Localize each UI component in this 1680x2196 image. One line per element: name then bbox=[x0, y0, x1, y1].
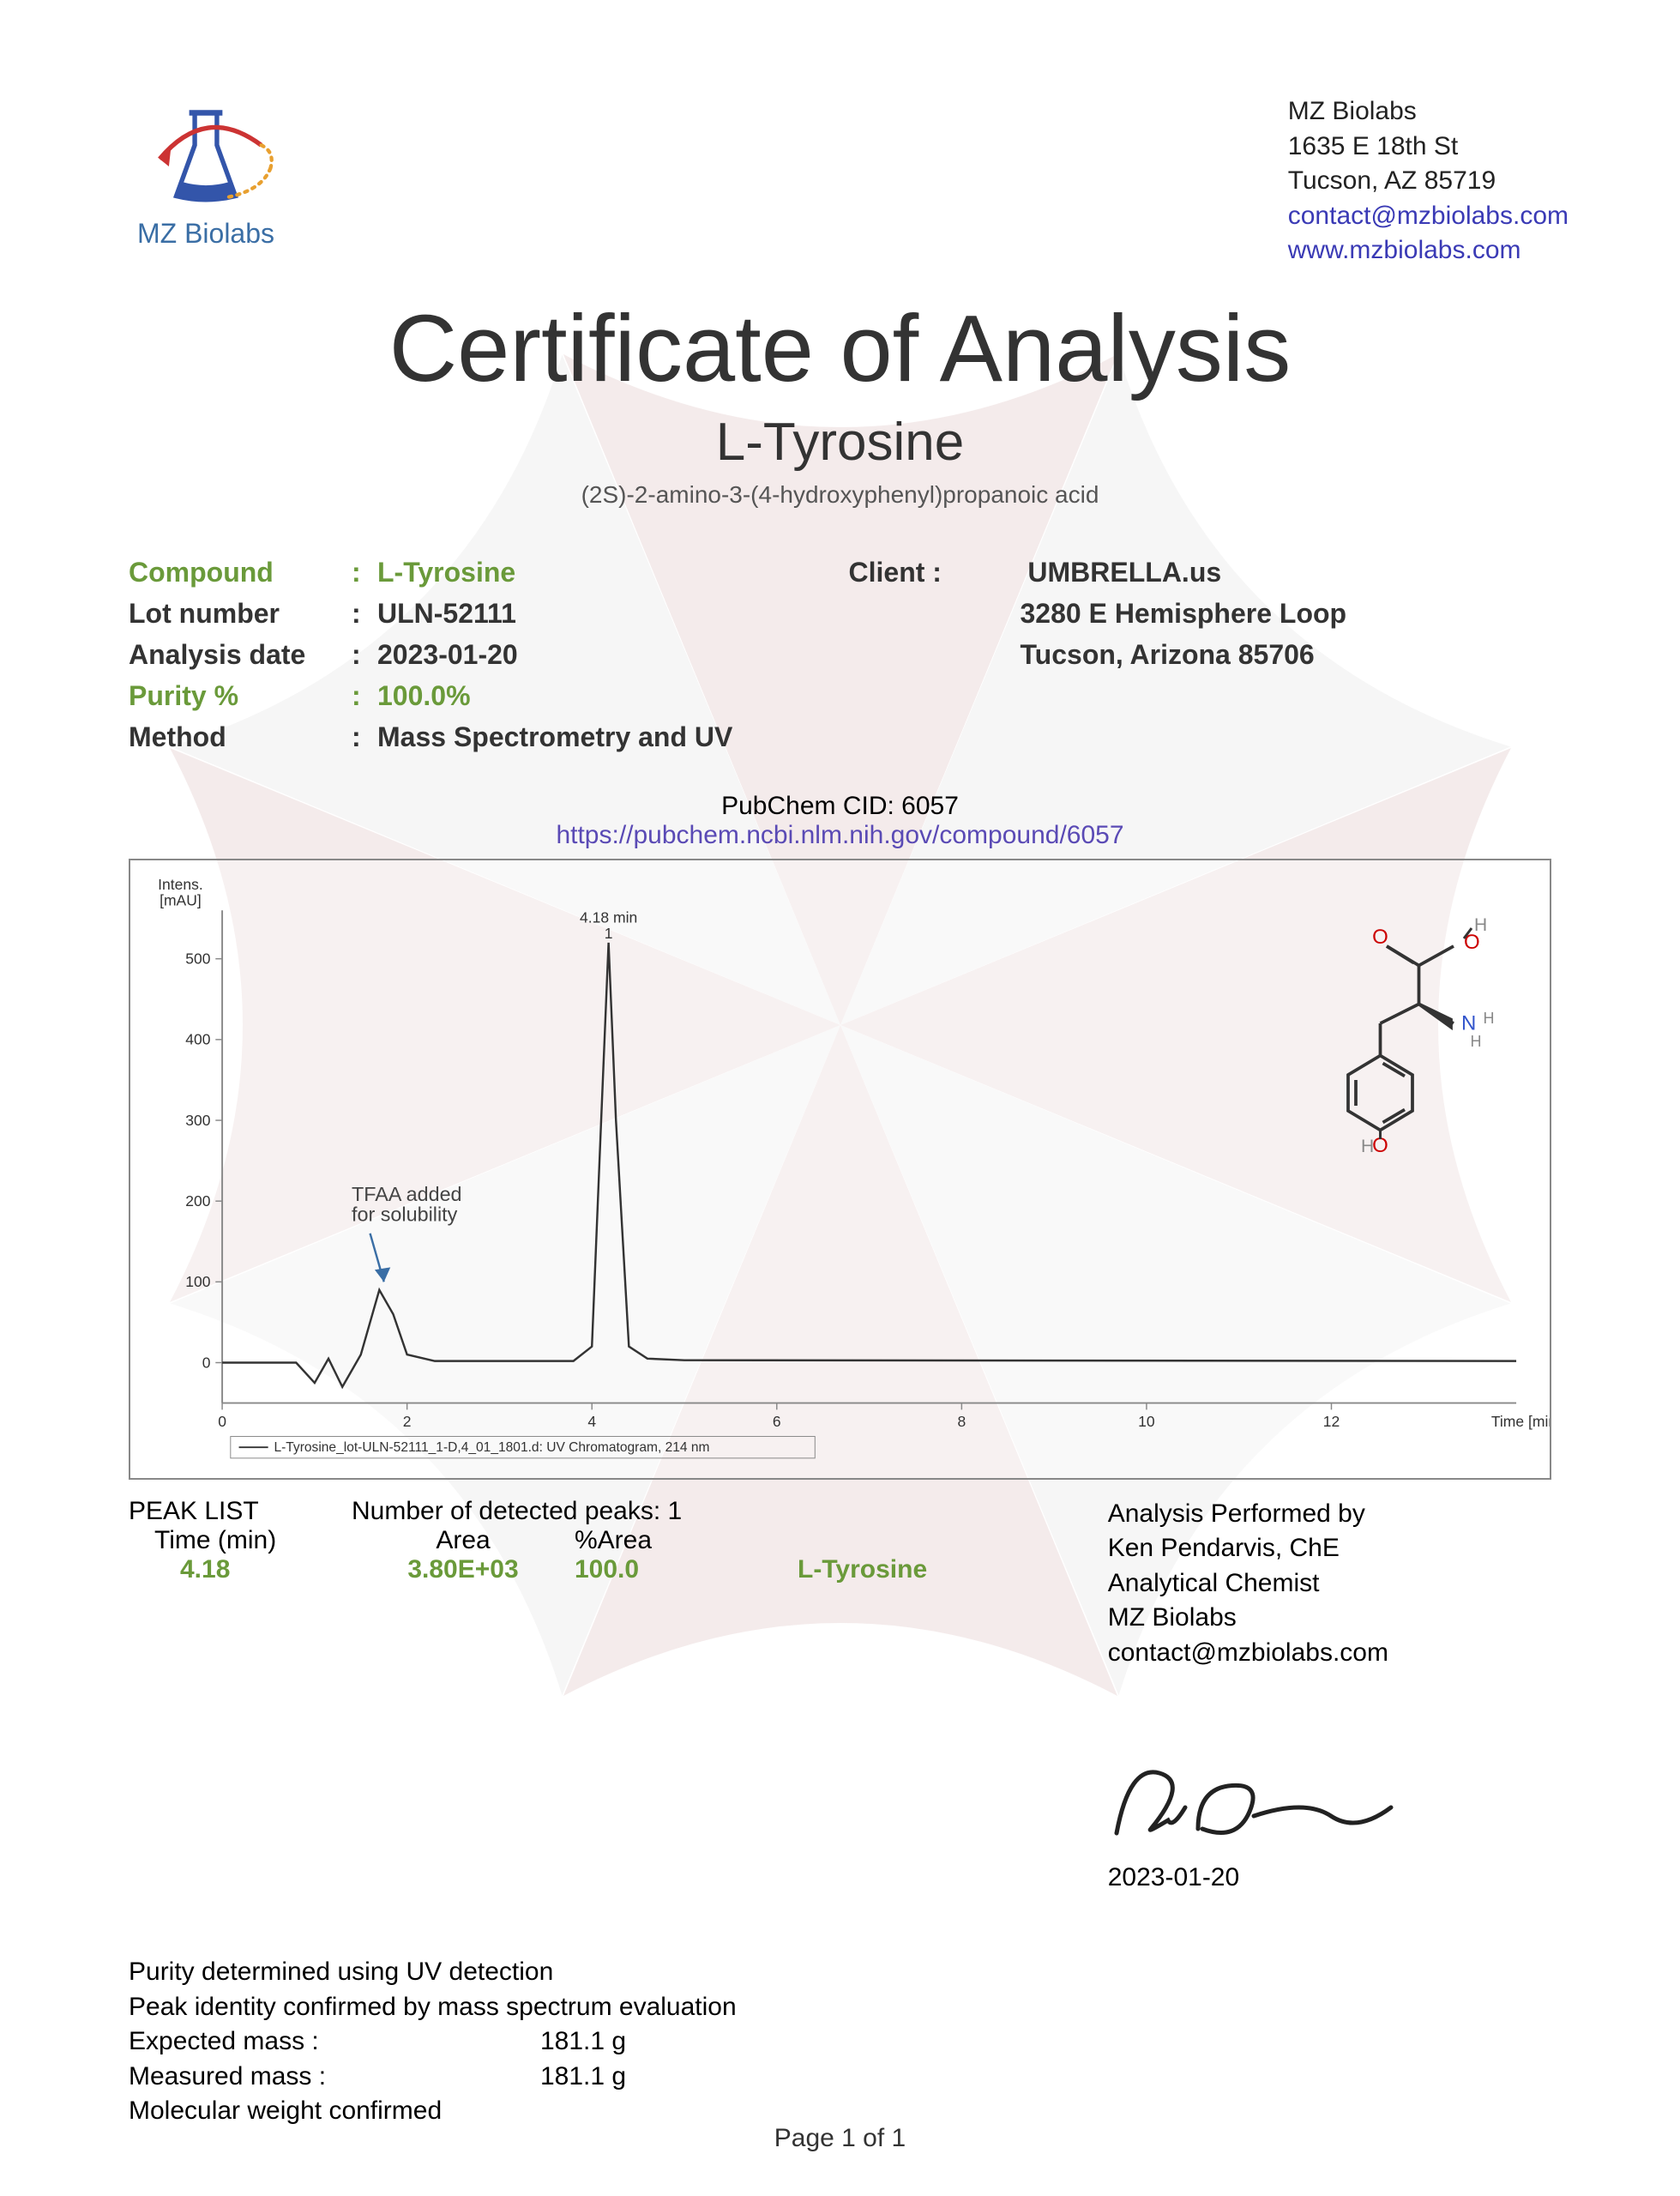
chromatogram-chart: 0 100 200 300 400 500 0 2 4 6 8 10 12 Intens.[mAU] Tim… bbox=[129, 859, 1551, 1480]
svg-text:Intens.: Intens. bbox=[158, 875, 203, 892]
lot-label: Lot number bbox=[129, 593, 352, 634]
svg-text:12: 12 bbox=[1323, 1412, 1340, 1429]
expected-mass-value: 181.1 g bbox=[540, 2024, 626, 2060]
peak-time: 4.18 bbox=[129, 1555, 352, 1584]
atom-h: H bbox=[1484, 1010, 1495, 1027]
svg-text:8: 8 bbox=[957, 1412, 966, 1429]
svg-text:100: 100 bbox=[185, 1273, 210, 1290]
confirm-l2: Peak identity confirmed by mass spectrum… bbox=[129, 1990, 1569, 2025]
info-section: Compound : L-Tyrosine Lot number : ULN-5… bbox=[129, 552, 1569, 757]
client-label: Client : bbox=[849, 552, 1021, 593]
svg-text:L-Tyrosine_lot-ULN-52111_1-D,4: L-Tyrosine_lot-ULN-52111_1-D,4_01_1801.d… bbox=[274, 1440, 709, 1455]
atom-o: O bbox=[1372, 926, 1388, 949]
client-name: UMBRELLA.us bbox=[1027, 557, 1221, 588]
signature-icon bbox=[1108, 1747, 1400, 1850]
svg-text:0: 0 bbox=[202, 1354, 211, 1371]
peak-name: L-Tyrosine bbox=[798, 1555, 1021, 1584]
svg-text:0: 0 bbox=[218, 1412, 226, 1429]
logo-text: MZ Biolabs bbox=[137, 218, 274, 250]
svg-text:6: 6 bbox=[773, 1412, 781, 1429]
atom-n: N bbox=[1461, 1011, 1476, 1035]
analyst-l5: contact@mzbiolabs.com bbox=[1108, 1636, 1569, 1671]
svg-text:4.18 min: 4.18 min bbox=[580, 908, 637, 926]
analyst-l4: MZ Biolabs bbox=[1108, 1601, 1569, 1636]
compound-label: Compound bbox=[129, 552, 352, 593]
method-label: Method bbox=[129, 716, 352, 757]
header: MZ Biolabs MZ Biolabs 1635 E 18th St Tuc… bbox=[111, 94, 1569, 268]
expected-mass-label: Expected mass : bbox=[129, 2024, 540, 2060]
svg-text:2: 2 bbox=[403, 1412, 412, 1429]
svg-text:500: 500 bbox=[185, 950, 210, 967]
confirm-l1: Purity determined using UV detection bbox=[129, 1955, 1569, 1990]
client-addr1: 3280 E Hemisphere Loop bbox=[1021, 593, 1569, 634]
signature-date: 2023-01-20 bbox=[1108, 1861, 1569, 1896]
purity-value: 100.0% bbox=[377, 675, 471, 716]
peak-list-header: PEAK LIST bbox=[129, 1497, 352, 1526]
svg-text:200: 200 bbox=[185, 1192, 210, 1210]
analyst-l1: Analysis Performed by bbox=[1108, 1497, 1569, 1532]
flask-logo-icon bbox=[111, 94, 300, 214]
svg-text:400: 400 bbox=[185, 1030, 210, 1047]
peak-pct: 100.0 bbox=[575, 1555, 798, 1584]
company-street: 1635 E 18th St bbox=[1288, 130, 1569, 165]
company-city: Tucson, AZ 85719 bbox=[1288, 164, 1569, 199]
date-value: 2023-01-20 bbox=[377, 634, 518, 675]
signature bbox=[1108, 1747, 1569, 1861]
svg-text:for solubility: for solubility bbox=[352, 1203, 458, 1225]
confirm-l5: Molecular weight confirmed bbox=[129, 2094, 1569, 2129]
date-label: Analysis date bbox=[129, 634, 352, 675]
compound-subtitle: L-Tyrosine bbox=[111, 412, 1569, 473]
peaks-detected: Number of detected peaks: 1 bbox=[352, 1497, 780, 1526]
company-email[interactable]: contact@mzbiolabs.com bbox=[1288, 199, 1569, 234]
atom-h: H bbox=[1361, 1137, 1374, 1152]
col-area: Area bbox=[352, 1526, 575, 1555]
analyst-block: Analysis Performed by Ken Pendarvis, ChE… bbox=[1108, 1497, 1569, 1896]
svg-text:1: 1 bbox=[605, 925, 613, 942]
peak-list-section: PEAK LIST Number of detected peaks: 1 Ti… bbox=[129, 1497, 1569, 1896]
peak-area: 3.80E+03 bbox=[352, 1555, 575, 1584]
document-title: Certificate of Analysis bbox=[111, 294, 1569, 403]
company-website[interactable]: www.mzbiolabs.com bbox=[1288, 233, 1569, 268]
method-value: Mass Spectrometry and UV bbox=[377, 716, 732, 757]
pubchem-section: PubChem CID: 6057 https://pubchem.ncbi.n… bbox=[111, 792, 1569, 850]
svg-text:Time [min]: Time [min] bbox=[1491, 1412, 1550, 1429]
analyst-l2: Ken Pendarvis, ChE bbox=[1108, 1531, 1569, 1566]
pubchem-cid: PubChem CID: 6057 bbox=[111, 792, 1569, 821]
atom-h: H bbox=[1474, 915, 1487, 935]
compound-value: L-Tyrosine bbox=[377, 552, 515, 593]
atom-h: H bbox=[1471, 1033, 1482, 1050]
company-name: MZ Biolabs bbox=[1288, 94, 1569, 130]
measured-mass-label: Measured mass : bbox=[129, 2060, 540, 2095]
iupac-name: (2S)-2-amino-3-(4-hydroxyphenyl)propanoi… bbox=[111, 481, 1569, 509]
svg-text:[mAU]: [mAU] bbox=[160, 891, 202, 908]
svg-text:TFAA added: TFAA added bbox=[352, 1183, 462, 1205]
molecule-structure-icon: O O H N H H O H bbox=[1258, 895, 1515, 1152]
col-pct: %Area bbox=[575, 1526, 798, 1555]
col-time: Time (min) bbox=[129, 1526, 352, 1555]
confirmation-section: Purity determined using UV detection Pea… bbox=[129, 1955, 1569, 2129]
pubchem-link[interactable]: https://pubchem.ncbi.nlm.nih.gov/compoun… bbox=[111, 821, 1569, 850]
svg-text:10: 10 bbox=[1138, 1412, 1155, 1429]
company-address: MZ Biolabs 1635 E 18th St Tucson, AZ 857… bbox=[1288, 94, 1569, 268]
measured-mass-value: 181.1 g bbox=[540, 2060, 626, 2095]
lot-value: ULN-52111 bbox=[377, 593, 516, 634]
company-logo: MZ Biolabs bbox=[111, 94, 300, 250]
svg-text:300: 300 bbox=[185, 1111, 210, 1128]
purity-label: Purity % bbox=[129, 675, 352, 716]
client-addr2: Tucson, Arizona 85706 bbox=[1021, 634, 1569, 675]
svg-text:4: 4 bbox=[587, 1412, 596, 1429]
analyst-l3: Analytical Chemist bbox=[1108, 1566, 1569, 1602]
